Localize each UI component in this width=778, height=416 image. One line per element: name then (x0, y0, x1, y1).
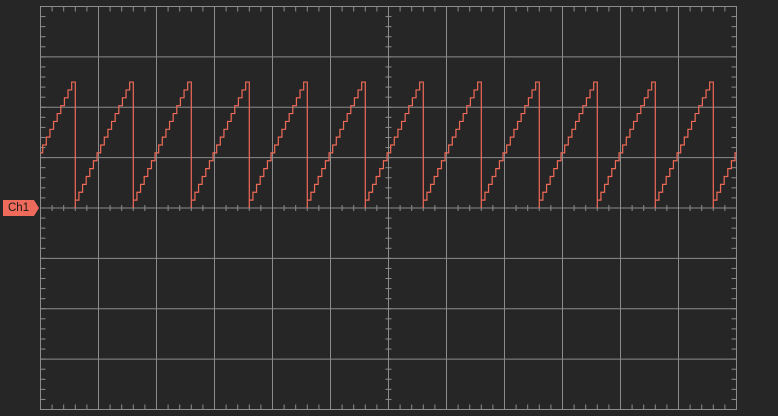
channel-1-label: Ch1 (8, 202, 30, 214)
channel-1-marker[interactable]: Ch1 (3, 200, 39, 216)
trace-layer (40, 81, 737, 208)
channel-marker-shape (3, 200, 39, 216)
channel-1-trace (40, 81, 737, 208)
graticule (40, 6, 737, 410)
